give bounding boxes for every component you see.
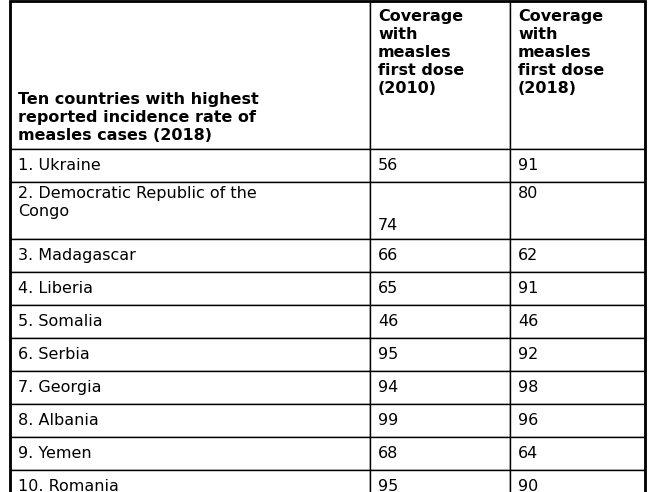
Bar (370, 371, 510, 404)
Bar (10, 437, 370, 470)
Text: 90: 90 (518, 479, 538, 492)
Bar (510, 182, 645, 239)
Text: 95: 95 (378, 347, 398, 362)
Bar (510, 272, 645, 305)
Bar (10, 272, 370, 305)
Bar (510, 149, 645, 182)
Bar (510, 470, 645, 492)
Text: 8. Albania: 8. Albania (18, 413, 99, 428)
Text: 5. Somalia: 5. Somalia (18, 314, 103, 329)
Bar (370, 404, 510, 437)
Bar (510, 437, 645, 470)
Bar (510, 239, 645, 272)
Text: 7. Georgia: 7. Georgia (18, 380, 102, 395)
Bar (370, 338, 510, 371)
Text: 68: 68 (378, 446, 398, 461)
Text: 80: 80 (518, 186, 538, 201)
Bar (510, 338, 645, 371)
Text: 6. Serbia: 6. Serbia (18, 347, 90, 362)
Text: 74: 74 (378, 218, 398, 233)
Text: 91: 91 (518, 281, 538, 296)
Bar (10, 305, 370, 338)
Text: 46: 46 (518, 314, 538, 329)
Bar (370, 470, 510, 492)
Text: 94: 94 (378, 380, 398, 395)
Text: 65: 65 (378, 281, 398, 296)
Text: 2. Democratic Republic of the
Congo: 2. Democratic Republic of the Congo (18, 186, 257, 219)
Text: 96: 96 (518, 413, 538, 428)
Bar (370, 272, 510, 305)
Bar (10, 149, 370, 182)
Text: 62: 62 (518, 248, 538, 263)
Text: Ten countries with highest
reported incidence rate of
measles cases (2018): Ten countries with highest reported inci… (18, 92, 259, 143)
Bar (510, 404, 645, 437)
Bar (10, 182, 370, 239)
Bar (10, 338, 370, 371)
Text: 3. Madagascar: 3. Madagascar (18, 248, 136, 263)
Text: 66: 66 (378, 248, 398, 263)
Text: 95: 95 (378, 479, 398, 492)
Text: 92: 92 (518, 347, 538, 362)
Text: 91: 91 (518, 158, 538, 173)
Text: 56: 56 (378, 158, 398, 173)
Bar (370, 182, 510, 239)
Text: 10. Romania: 10. Romania (18, 479, 119, 492)
Bar (10, 239, 370, 272)
Bar (510, 371, 645, 404)
Text: 99: 99 (378, 413, 398, 428)
Bar (10, 371, 370, 404)
Bar (370, 149, 510, 182)
Bar (370, 239, 510, 272)
Bar (10, 404, 370, 437)
Text: 1. Ukraine: 1. Ukraine (18, 158, 101, 173)
Text: 98: 98 (518, 380, 538, 395)
Text: 46: 46 (378, 314, 398, 329)
Text: 9. Yemen: 9. Yemen (18, 446, 92, 461)
Text: Coverage
with
measles
first dose
(2010): Coverage with measles first dose (2010) (378, 9, 464, 96)
Text: 4. Liberia: 4. Liberia (18, 281, 93, 296)
Bar (370, 437, 510, 470)
Bar (10, 470, 370, 492)
Bar (370, 305, 510, 338)
Text: Coverage
with
measles
first dose
(2018): Coverage with measles first dose (2018) (518, 9, 605, 96)
Bar (510, 1, 645, 149)
Bar (10, 1, 370, 149)
Text: 64: 64 (518, 446, 538, 461)
Bar (370, 1, 510, 149)
Bar (510, 305, 645, 338)
